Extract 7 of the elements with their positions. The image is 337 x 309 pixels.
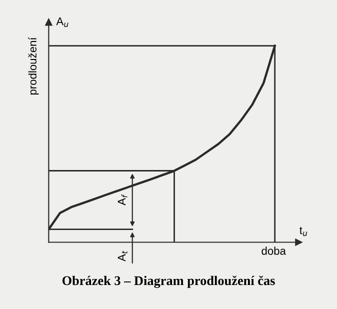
text: A$_{t}$ xyxy=(118,250,128,262)
annotation: A$_{f}$ xyxy=(118,194,128,206)
text: A$_{u}$ xyxy=(56,17,68,28)
text: Obrázek 3 – Diagram prodloužení čas xyxy=(62,276,275,288)
x-axis-title: doba xyxy=(262,246,286,255)
text: t$_{u}$ xyxy=(300,226,308,236)
y-axis-title: prodloužení xyxy=(28,37,39,95)
